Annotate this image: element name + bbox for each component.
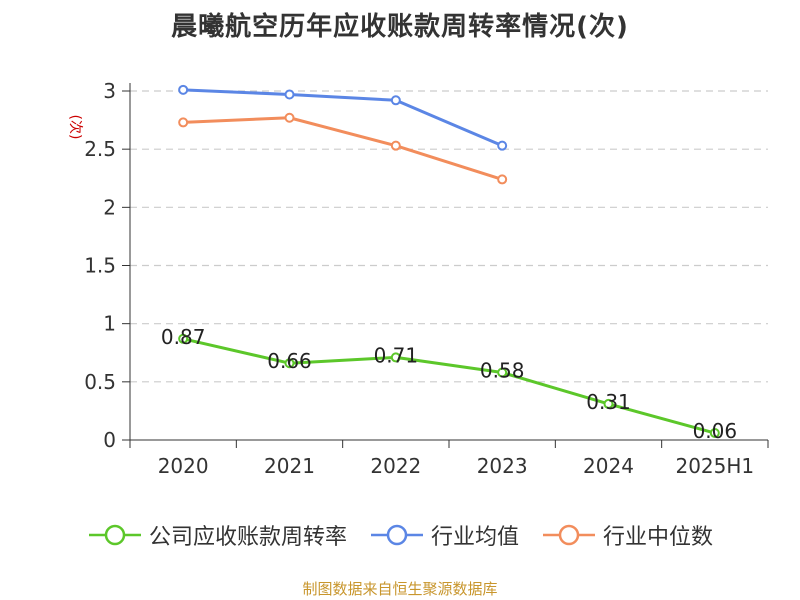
legend-item-series-1[interactable]: 行业均值 xyxy=(369,519,519,551)
x-tick-label: 2020 xyxy=(158,454,209,478)
chart-title: 晨曦航空历年应收账款周转率情况(次) xyxy=(171,12,629,42)
data-point xyxy=(284,358,295,369)
data-point xyxy=(390,140,401,151)
data-point xyxy=(284,112,295,123)
data-point xyxy=(603,398,614,409)
legend-label: 公司应收账款周转率 xyxy=(148,525,347,550)
y-tick-label: 2.5 xyxy=(84,137,116,161)
data-label: 0.31 xyxy=(586,390,631,414)
x-tick-label: 2025H1 xyxy=(675,454,754,478)
y-tick-label: 0 xyxy=(103,428,116,452)
series-line-0 xyxy=(182,337,716,435)
x-tick-label: 2022 xyxy=(370,454,421,478)
y-tick-label: 3 xyxy=(103,79,116,103)
data-label: 0.71 xyxy=(374,343,419,367)
legend-item-series-0[interactable]: 公司应收账款周转率 xyxy=(87,519,347,551)
x-tick-label: 2024 xyxy=(583,454,634,478)
series-line-2 xyxy=(183,116,503,181)
legend-label: 行业中位数 xyxy=(603,525,714,550)
legend: 公司应收账款周转率 行业均值 行业中位数 xyxy=(0,519,800,551)
y-tick-label: 2 xyxy=(103,195,116,219)
data-point xyxy=(497,140,508,151)
legend-marker-icon xyxy=(88,524,141,546)
data-label: 0.87 xyxy=(161,325,206,349)
data-point xyxy=(709,428,720,439)
legend-marker-icon xyxy=(543,524,595,546)
x-tick-label: 2023 xyxy=(477,454,528,478)
data-point xyxy=(497,367,508,378)
data-point xyxy=(284,89,295,100)
data-label: 0.58 xyxy=(480,359,525,383)
data-label: 0.66 xyxy=(267,349,312,373)
y-tick-label: 1.5 xyxy=(84,254,116,278)
chart-area: 0 0.5 1 1.5 2 2.5 3 2020 2021 2022 2023 2024 2025H1 (… xyxy=(67,79,769,478)
data-point xyxy=(178,117,189,128)
data-point xyxy=(178,333,189,344)
legend-item-series-2[interactable]: 行业中位数 xyxy=(541,519,713,551)
data-point xyxy=(390,95,401,106)
y-tick-label: 0.5 xyxy=(84,370,116,394)
y-axis-label: (次) xyxy=(67,115,83,140)
x-tick-label: 2021 xyxy=(264,454,315,478)
legend-marker-icon xyxy=(370,524,423,546)
source-note: 制图数据来自恒生聚源数据库 xyxy=(302,580,498,598)
data-point xyxy=(390,352,401,363)
data-point xyxy=(178,84,189,95)
data-point xyxy=(497,174,508,185)
series-line-1 xyxy=(183,88,503,148)
y-tick-label: 1 xyxy=(103,312,116,336)
data-label: 0.06 xyxy=(693,419,738,443)
legend-label: 行业均值 xyxy=(430,525,519,550)
